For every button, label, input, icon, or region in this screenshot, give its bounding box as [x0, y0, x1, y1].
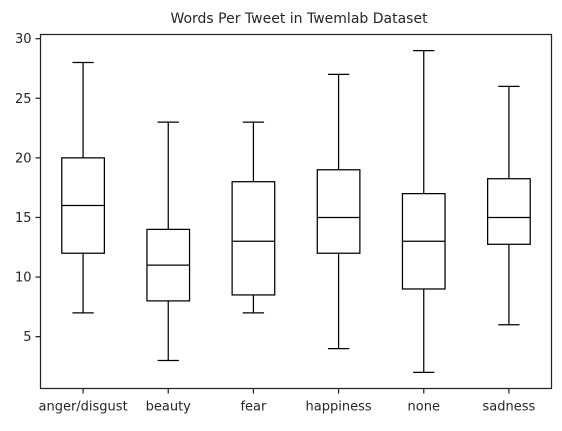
y-tick-label: 30: [15, 32, 32, 47]
box-group-happiness: [316, 73, 361, 350]
box-group-beauty: [146, 121, 191, 362]
y-tick-label: 15: [15, 211, 32, 226]
boxes-layer: [61, 49, 531, 374]
x-tick-label: anger/disgust: [38, 400, 127, 415]
box-group-sadness: [487, 85, 531, 326]
box-group-none: [401, 49, 446, 374]
y-tick-label: 25: [15, 92, 32, 107]
iqr-box: [316, 169, 361, 254]
x-tick-label: none: [408, 400, 440, 415]
x-tick-label: beauty: [146, 400, 192, 415]
chart-title: Words Per Tweet in Twemlab Dataset: [170, 11, 428, 27]
x-tick-label: sadness: [483, 400, 536, 415]
y-tick-label: 5: [23, 330, 31, 345]
box-group-fear: [231, 121, 276, 314]
x-tick-label: happiness: [306, 400, 372, 415]
y-tick-label: 10: [15, 271, 32, 286]
iqr-box: [231, 181, 276, 296]
plot-frame: [39, 33, 553, 390]
y-tick-label: 20: [15, 151, 32, 166]
axes-layer: anger/disgust beauty fear happiness none sadn…: [15, 32, 536, 414]
iqr-box: [487, 178, 531, 245]
x-tick-label: fear: [240, 400, 267, 415]
box-group-anger-disgust: [61, 61, 105, 314]
